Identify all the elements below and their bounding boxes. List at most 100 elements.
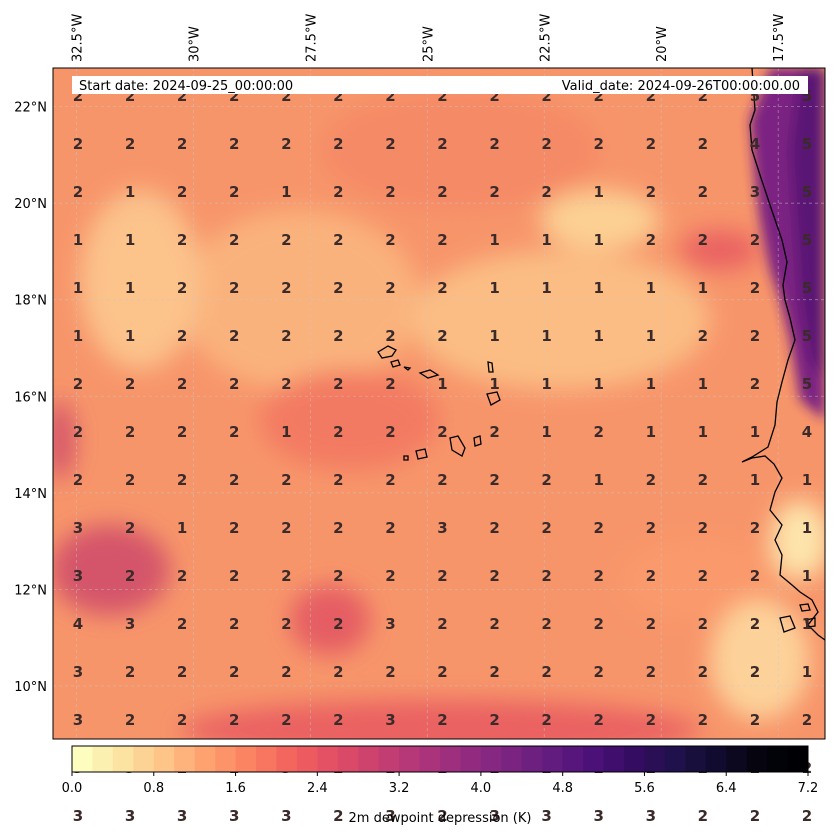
grid-value: 2 [437, 423, 447, 441]
colorbar-bin [521, 746, 543, 772]
grid-value: 2 [593, 663, 603, 681]
grid-value: 2 [489, 711, 499, 729]
grid-value: 2 [698, 327, 708, 345]
grid-value: 2 [698, 711, 708, 729]
grid-value: 2 [229, 519, 239, 537]
colorbar-bin [256, 746, 277, 772]
field-patch [710, 600, 810, 720]
colorbar-tick-label: 2.4 [307, 781, 328, 796]
grid-value: 2 [333, 567, 343, 585]
colorbar-bin [726, 746, 748, 772]
colorbar-label: 2m dewpoint depression (K) [349, 811, 532, 826]
grid-value: 2 [489, 135, 499, 153]
grid-value: 3 [229, 807, 239, 825]
grid-value: 2 [593, 567, 603, 585]
grid-value: 2 [229, 375, 239, 393]
grid-value: 2 [541, 471, 551, 489]
grid-value: 1 [698, 279, 708, 297]
grid-value: 5 [802, 87, 812, 105]
grid-value: 2 [593, 615, 603, 633]
grid-value: 2 [281, 567, 291, 585]
grid-value: 2 [750, 663, 760, 681]
grid-value: 2 [593, 135, 603, 153]
island-santa-luzia [403, 366, 412, 371]
grid-value: 5 [802, 279, 812, 297]
colorbar-bin [480, 746, 502, 772]
colorbar-tick-label: 0.0 [62, 781, 83, 796]
grid-value: 2 [593, 423, 603, 441]
field-patch [620, 540, 780, 620]
longitude-tick-label: 22.5°W [538, 14, 553, 62]
grid-value: 2 [73, 87, 83, 105]
grid-value: 3 [177, 807, 187, 825]
grid-value: 2 [385, 327, 395, 345]
field-patch [410, 250, 710, 390]
grid-lines [53, 68, 825, 739]
grid-value: 2 [177, 279, 187, 297]
grid-value: 2 [646, 231, 656, 249]
grid-value: 2 [541, 87, 551, 105]
grid-value: 2 [333, 279, 343, 297]
grid-value: 2 [698, 135, 708, 153]
grid-value: 4 [73, 615, 83, 633]
colorbar-bin [685, 746, 707, 772]
latitude-tick-label: 22°N [14, 101, 47, 116]
grid-value: 2 [281, 135, 291, 153]
grid-value: 2 [385, 87, 395, 105]
colorbar-bin [787, 746, 809, 772]
colorbar-bin [624, 746, 645, 772]
grid-value: 1 [646, 279, 656, 297]
grid-value: 2 [698, 807, 708, 825]
date-header-box [72, 76, 808, 94]
grid-value: 2 [385, 279, 395, 297]
grid-value: 2 [593, 87, 603, 105]
colorbar-tick-label: 6.4 [716, 781, 737, 796]
island-sal [487, 361, 494, 373]
grid-value: 2 [437, 471, 447, 489]
grid-value: 2 [750, 711, 760, 729]
grid-value: 2 [177, 375, 187, 393]
grid-value: 2 [437, 327, 447, 345]
colorbar-bin [603, 746, 625, 772]
colorbar-bin [337, 746, 359, 772]
grid-value: 2 [281, 231, 291, 249]
grid-value: 2 [229, 663, 239, 681]
grid-value: 1 [73, 231, 83, 249]
grid-value: 2 [281, 327, 291, 345]
grid-value: 2 [281, 663, 291, 681]
grid-value: 2 [437, 567, 447, 585]
longitude-tick-label: 27.5°W [304, 14, 319, 62]
grid-value: 1 [593, 471, 603, 489]
field-patch [260, 370, 440, 470]
grid-value: 2 [750, 567, 760, 585]
grid-value: 2 [489, 183, 499, 201]
colorbar-bin [235, 746, 257, 772]
grid-value: 2 [385, 375, 395, 393]
grid-value: 3 [281, 807, 291, 825]
grid-value: 2 [333, 183, 343, 201]
grid-value: 2 [333, 87, 343, 105]
grid-value: 3 [385, 615, 395, 633]
grid-value: 2 [333, 711, 343, 729]
grid-value: 2 [437, 87, 447, 105]
grid-value: 5 [802, 135, 812, 153]
colorbar-tick-label: 3.2 [389, 781, 410, 796]
colorbar-bin [705, 746, 727, 772]
grid-value: 3 [437, 519, 447, 537]
colorbar-tick-label: 4.0 [471, 781, 492, 796]
grid-value: 1 [646, 423, 656, 441]
grid-value: 1 [750, 471, 760, 489]
grid-value: 1 [802, 519, 812, 537]
colorbar-bin [399, 746, 421, 772]
grid-value: 2 [281, 471, 291, 489]
grid-value: 3 [125, 807, 135, 825]
bijagos-islands [779, 603, 816, 633]
valid-date-label: Valid_date: 2024-09-26T00:00:00.00 [562, 79, 800, 94]
grid-value: 2 [333, 519, 343, 537]
grid-value: 2 [698, 519, 708, 537]
grid-value: 1 [489, 279, 499, 297]
grid-value: 2 [333, 615, 343, 633]
grid-value: 2 [698, 567, 708, 585]
grid-value: 2 [489, 567, 499, 585]
